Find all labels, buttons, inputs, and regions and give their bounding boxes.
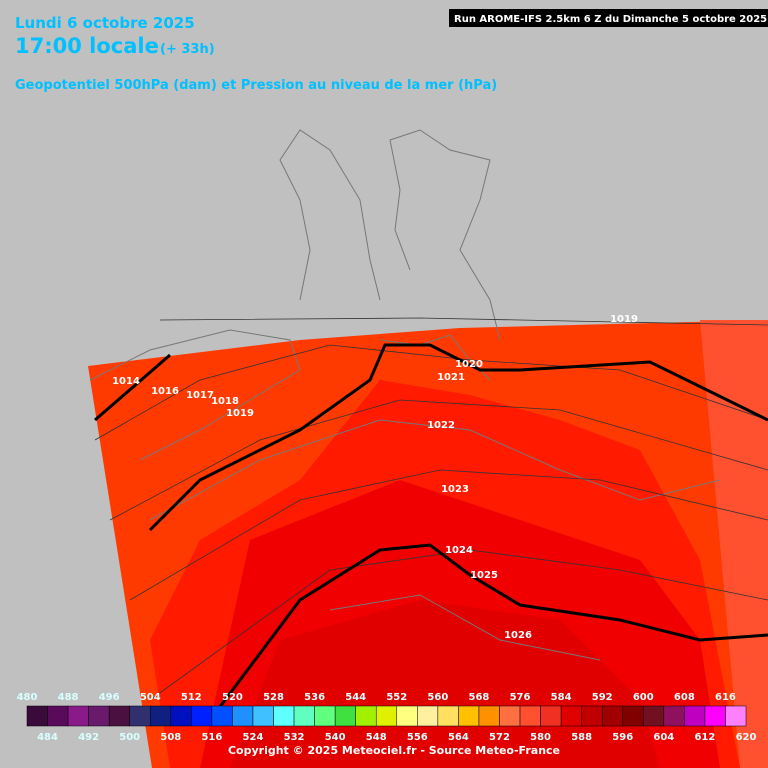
- legend-label: 480: [17, 692, 38, 703]
- legend-label: 616: [715, 692, 736, 703]
- legend-label: 612: [694, 732, 715, 743]
- legend-swatch: [519, 705, 541, 727]
- legend-label: 540: [325, 732, 346, 743]
- legend-swatch: [273, 705, 295, 727]
- legend-label: 552: [386, 692, 407, 703]
- legend-label: 592: [592, 692, 613, 703]
- legend-label: 576: [510, 692, 531, 703]
- legend-label: 496: [99, 692, 120, 703]
- legend-swatch: [88, 705, 110, 727]
- offset: (+ 33h): [160, 42, 215, 57]
- legend-label: 600: [633, 692, 654, 703]
- legend-swatch: [293, 705, 315, 727]
- isobar-label: 1021: [437, 372, 465, 383]
- legend: 480 488 496 504 512 520 528 536 544 552 560 568 576 5…: [17, 692, 757, 743]
- legend-swatch: [252, 705, 274, 727]
- legend-swatch: [129, 705, 151, 727]
- legend-swatch: [704, 705, 726, 727]
- subtitle: Geopotentiel 500hPa (dam) et Pression au…: [15, 78, 497, 93]
- copyright: Copyright © 2025 Meteociel.fr - Source M…: [228, 744, 560, 757]
- isobar-label: 1024: [445, 545, 473, 556]
- legend-label: 568: [469, 692, 490, 703]
- legend-label: 516: [201, 732, 222, 743]
- legend-label: 564: [448, 732, 469, 743]
- legend-swatch: [314, 705, 336, 727]
- legend-swatch: [355, 705, 377, 727]
- legend-label: 620: [736, 732, 757, 743]
- legend-swatch: [684, 705, 706, 727]
- legend-swatch: [663, 705, 685, 727]
- isobar-label: 1020: [455, 359, 483, 370]
- legend-swatch: [67, 705, 89, 727]
- legend-label: 544: [345, 692, 366, 703]
- legend-swatch: [150, 705, 172, 727]
- isobars: [94, 317, 768, 701]
- legend-label: 500: [119, 732, 140, 743]
- legend-label: 608: [674, 692, 695, 703]
- legend-label: 492: [78, 732, 99, 743]
- isobar-label: 1026: [504, 630, 532, 641]
- isobar-label: 1014: [112, 376, 140, 387]
- legend-swatch: [396, 705, 418, 727]
- legend-label: 536: [304, 692, 325, 703]
- legend-swatch: [643, 705, 665, 727]
- legend-swatch: [581, 705, 603, 727]
- legend-label: 512: [181, 692, 202, 703]
- isobar-label: 1019: [226, 408, 254, 419]
- legend-swatch: [417, 705, 439, 727]
- legend-label: 520: [222, 692, 243, 703]
- legend-label: 596: [612, 732, 633, 743]
- legend-label: 508: [160, 732, 181, 743]
- legend-swatch: [108, 705, 130, 727]
- legend-label: 524: [243, 732, 264, 743]
- time: 17:00 locale: [15, 34, 159, 58]
- isobar-label: 1019: [610, 314, 638, 325]
- isobar-label: 1023: [441, 484, 469, 495]
- isobar-label: 1022: [427, 420, 455, 431]
- legend-label: 504: [140, 692, 161, 703]
- geopotential-lines: [94, 343, 768, 721]
- run-box: [449, 9, 768, 27]
- legend-swatch: [540, 705, 562, 727]
- date: Lundi 6 octobre 2025: [15, 14, 195, 32]
- legend-label: 528: [263, 692, 284, 703]
- legend-label: 584: [551, 692, 572, 703]
- legend-swatch: [458, 705, 480, 727]
- legend-label: 548: [366, 732, 387, 743]
- legend-label: 556: [407, 732, 428, 743]
- isobar-label: 1017: [186, 390, 214, 401]
- legend-swatch: [560, 705, 582, 727]
- legend-label: 484: [37, 732, 58, 743]
- legend-label: 572: [489, 732, 510, 743]
- legend-swatch: [601, 705, 623, 727]
- legend-label: 488: [58, 692, 79, 703]
- isobar-label: 1016: [151, 386, 179, 397]
- legend-swatch: [622, 705, 644, 727]
- legend-swatch: [170, 705, 192, 727]
- legend-label: 532: [284, 732, 305, 743]
- legend-swatch: [211, 705, 233, 727]
- legend-swatch: [232, 705, 254, 727]
- legend-swatch: [375, 705, 398, 727]
- legend-swatch: [437, 705, 459, 727]
- legend-swatch: [499, 705, 521, 727]
- legend-swatch: [47, 705, 69, 727]
- legend-swatch: [191, 705, 213, 727]
- legend-label: 588: [571, 732, 592, 743]
- run-info: Run AROME-IFS 2.5km 6 Z du Dimanche 5 oc…: [454, 14, 767, 25]
- legend-label: 560: [427, 692, 448, 703]
- legend-label: 580: [530, 732, 551, 743]
- isobar-label: 1018: [211, 396, 239, 407]
- legend-swatch: [26, 705, 48, 727]
- legend-swatch: [478, 705, 500, 727]
- legend-swatch: [725, 705, 747, 727]
- isobar-label: 1025: [470, 570, 498, 581]
- legend-label: 604: [653, 732, 674, 743]
- legend-swatch: [334, 705, 356, 727]
